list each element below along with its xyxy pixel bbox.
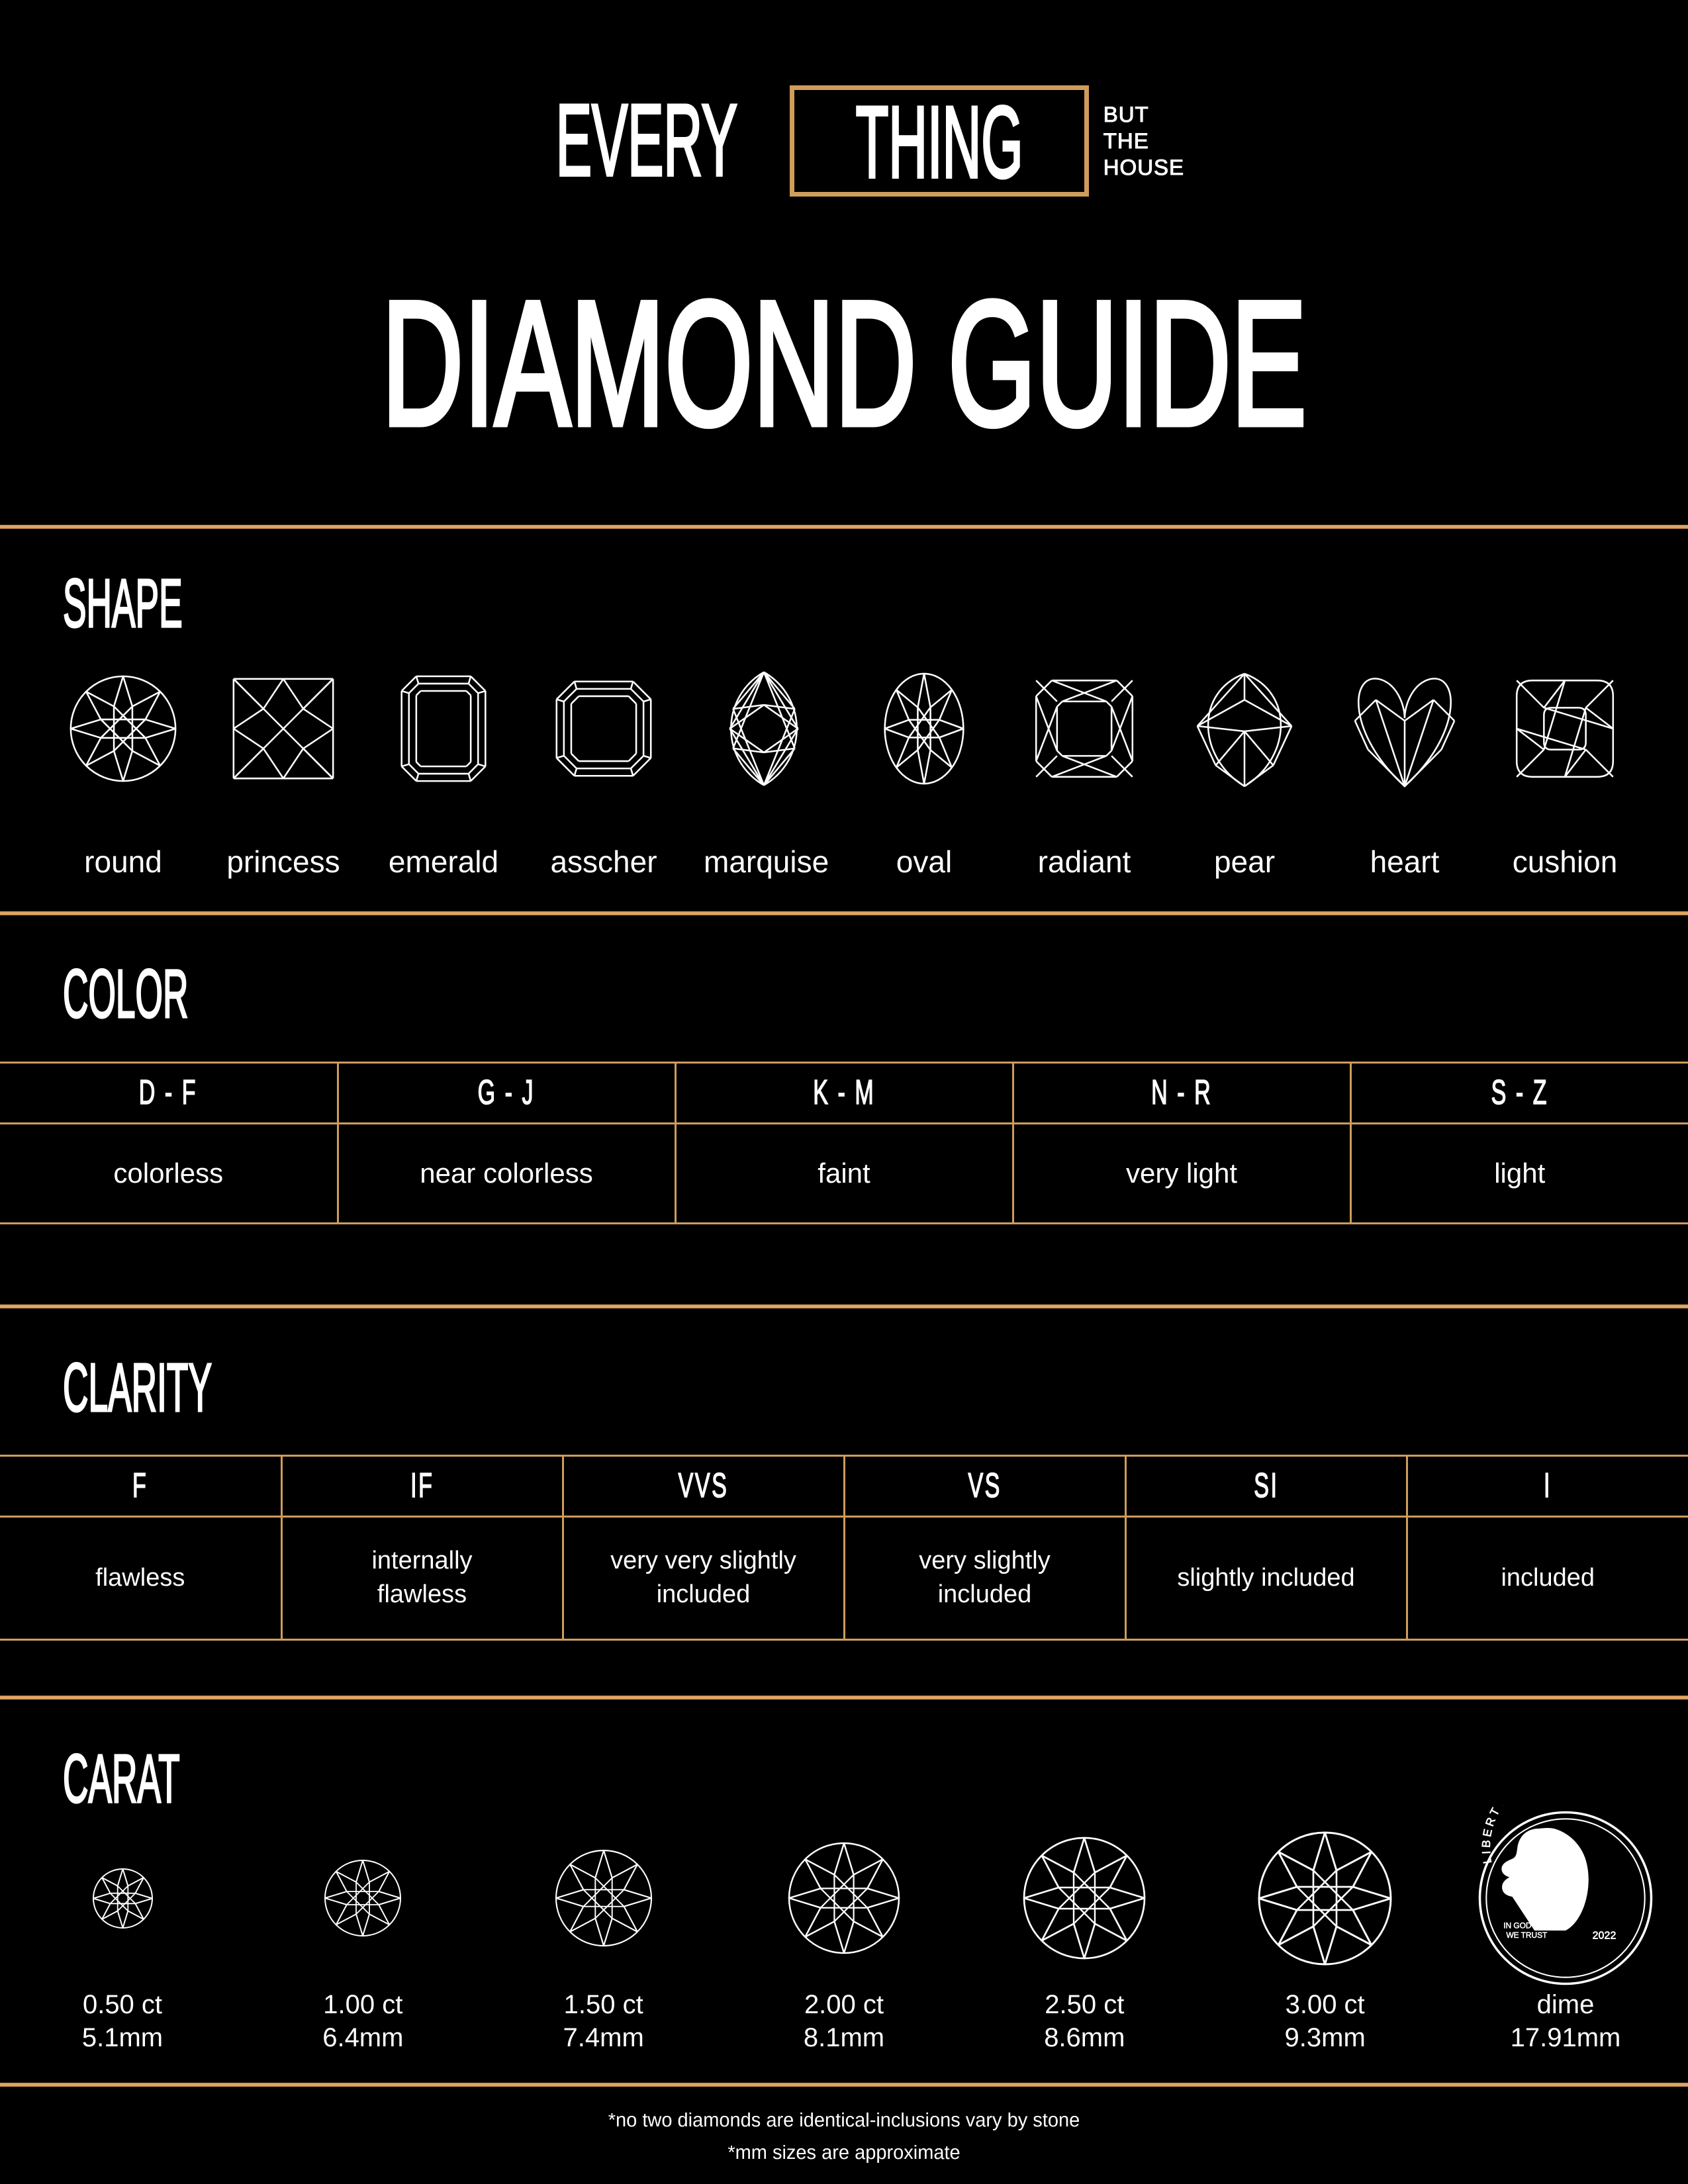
- svg-text:WE TRUST: WE TRUST: [1505, 1931, 1548, 1940]
- svg-text:LIBERTY: LIBERTY: [1479, 1805, 1509, 1864]
- svg-text:IN GOD: IN GOD: [1503, 1921, 1532, 1931]
- svg-text:2022: 2022: [1593, 1930, 1617, 1942]
